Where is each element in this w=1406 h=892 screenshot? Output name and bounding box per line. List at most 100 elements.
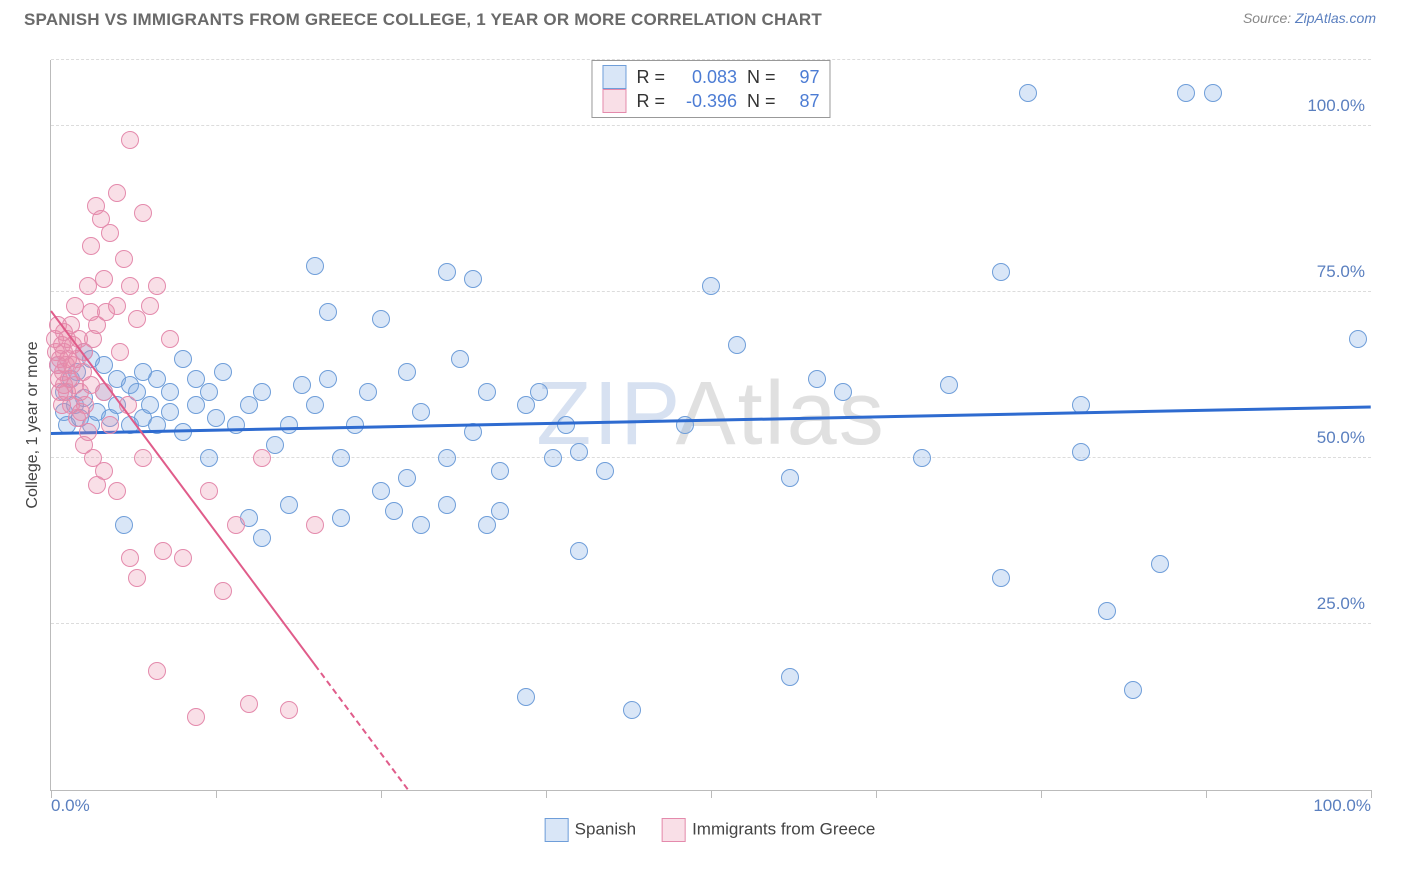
stat-n-label: N = [747,91,776,112]
data-point-Spanish [306,396,324,414]
x-tick-label: 100.0% [1313,796,1371,816]
x-legend-item-Spanish: Spanish [545,818,636,842]
stat-r-value: 0.083 [675,67,737,88]
data-point-Spanish [1072,443,1090,461]
legend-stats-box: R = 0.083 N = 97R = -0.396 N = 87 [591,60,830,118]
legend-swatch-Greece [602,89,626,113]
data-point-Spanish [438,449,456,467]
stat-r-value: -0.396 [675,91,737,112]
data-point-Greece [214,582,232,600]
data-point-Spanish [214,363,232,381]
stat-r-label: R = [636,67,665,88]
y-tick-label: 100.0% [1307,96,1365,116]
data-point-Spanish [702,277,720,295]
gridline [51,59,1371,60]
data-point-Spanish [240,396,258,414]
source-credit: Source: ZipAtlas.com [1243,10,1376,26]
data-point-Greece [115,250,133,268]
data-point-Spanish [530,383,548,401]
data-point-Spanish [808,370,826,388]
stat-n-value: 97 [786,67,820,88]
gridline [51,125,1371,126]
stat-n-value: 87 [786,91,820,112]
data-point-Greece [79,423,97,441]
data-point-Spanish [1019,84,1037,102]
x-tick [1041,790,1042,798]
data-point-Spanish [728,336,746,354]
chart-area: College, 1 year or more ZIPAtlas R =0.08… [40,50,1380,840]
data-point-Spanish [438,496,456,514]
data-point-Greece [306,516,324,534]
data-point-Greece [187,708,205,726]
x-tick [381,790,382,798]
watermark: ZIPAtlas [536,363,885,466]
legend-stats-row: R = 0.083 N = 97 [602,65,819,89]
data-point-Greece [141,297,159,315]
chart-title: SPANISH VS IMMIGRANTS FROM GREECE COLLEG… [24,10,822,30]
data-point-Spanish [491,502,509,520]
data-point-Spanish [1124,681,1142,699]
x-legend-swatch [662,818,686,842]
data-point-Spanish [385,502,403,520]
data-point-Greece [121,131,139,149]
data-point-Spanish [517,396,535,414]
data-point-Greece [121,549,139,567]
x-tick [216,790,217,798]
data-point-Spanish [372,482,390,500]
data-point-Spanish [992,263,1010,281]
data-point-Spanish [1177,84,1195,102]
watermark-part-b: Atlas [676,364,886,464]
data-point-Spanish [781,668,799,686]
data-point-Spanish [266,436,284,454]
data-point-Greece [108,184,126,202]
data-point-Greece [134,449,152,467]
data-point-Spanish [557,416,575,434]
data-point-Greece [101,416,119,434]
data-point-Greece [227,516,245,534]
data-point-Spanish [253,529,271,547]
data-point-Greece [128,310,146,328]
data-point-Spanish [464,270,482,288]
x-legend-label: Spanish [575,819,636,838]
y-axis-title: College, 1 year or more [24,341,42,508]
data-point-Greece [82,237,100,255]
data-point-Spanish [992,569,1010,587]
data-point-Spanish [161,383,179,401]
data-point-Spanish [187,396,205,414]
stat-n-label: N = [747,67,776,88]
data-point-Spanish [319,303,337,321]
data-point-Spanish [1151,555,1169,573]
x-tick [1206,790,1207,798]
data-point-Spanish [332,509,350,527]
data-point-Spanish [253,383,271,401]
data-point-Spanish [781,469,799,487]
data-point-Greece [95,270,113,288]
x-axis-legend: Spanish Immigrants from Greece [545,818,876,842]
data-point-Greece [121,277,139,295]
y-tick-label: 75.0% [1317,262,1365,282]
data-point-Greece [128,569,146,587]
y-tick-label: 50.0% [1317,428,1365,448]
data-point-Greece [134,204,152,222]
data-point-Spanish [359,383,377,401]
source-link[interactable]: ZipAtlas.com [1295,10,1376,26]
data-point-Spanish [200,383,218,401]
data-point-Spanish [451,350,469,368]
gridline [51,623,1371,624]
data-point-Spanish [1349,330,1367,348]
data-point-Greece [240,695,258,713]
data-point-Greece [148,277,166,295]
data-point-Greece [111,343,129,361]
data-point-Spanish [293,376,311,394]
x-legend-label: Immigrants from Greece [692,819,875,838]
data-point-Spanish [517,688,535,706]
data-point-Greece [108,297,126,315]
data-point-Spanish [491,462,509,480]
data-point-Spanish [913,449,931,467]
y-tick-label: 25.0% [1317,594,1365,614]
data-point-Spanish [438,263,456,281]
watermark-part-a: ZIP [536,364,675,464]
x-tick [876,790,877,798]
data-point-Greece [161,330,179,348]
gridline [51,457,1371,458]
